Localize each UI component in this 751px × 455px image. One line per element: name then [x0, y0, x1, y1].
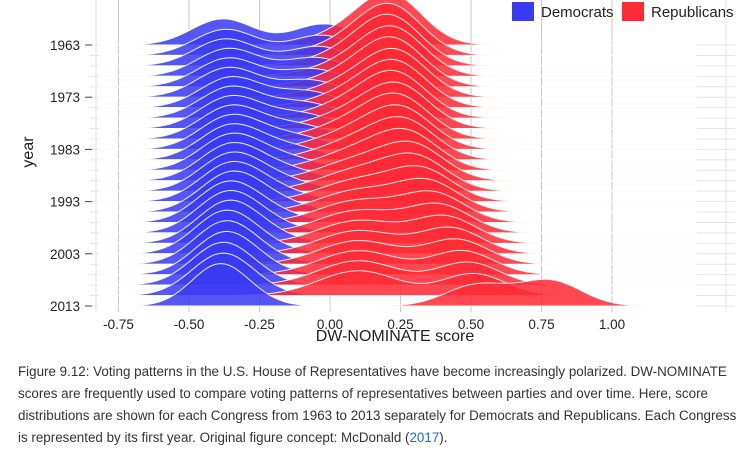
legend-swatch-democrats [512, 2, 534, 21]
x-tick-label: -0.25 [244, 317, 275, 332]
x-tick-label: 0.00 [317, 317, 343, 332]
caption-end: ). [439, 430, 448, 445]
y-tick-label: 2013 [50, 299, 80, 314]
figure-caption: Figure 9.12: Voting patterns in the U.S.… [18, 361, 740, 449]
x-tick-label: 0.50 [458, 317, 484, 332]
y-axis-ticks: 1963 1973 1983 1993 2003 2013 [50, 38, 92, 314]
y-tick-label: 2003 [50, 247, 80, 262]
legend-label-democrats: Democrats [541, 4, 614, 21]
y-tick-label: 1983 [50, 142, 80, 157]
x-tick-label: -0.50 [174, 317, 205, 332]
ridges [98, 0, 697, 307]
ridgeline-chart: -0.75 -0.50 -0.25 0.00 0.25 0.50 0.75 1.00 1963… [20, 0, 735, 345]
y-tick-label: 1973 [50, 90, 80, 105]
x-tick-label: 0.75 [528, 317, 554, 332]
caption-reference-link[interactable]: 2017 [409, 430, 440, 445]
x-axis-ticks: -0.75 -0.50 -0.25 0.00 0.25 0.50 0.75 1.00 [103, 317, 625, 332]
x-tick-label: 0.25 [387, 317, 413, 332]
x-tick-label: 1.00 [599, 317, 625, 332]
ridge-republicans-2013 [98, 278, 697, 307]
legend-swatch-republicans [622, 2, 644, 21]
legend: Democrats Republicans [512, 2, 734, 21]
ridge-2013 [98, 263, 697, 307]
y-tick-label: 1993 [50, 195, 80, 210]
x-axis-title: DW-NOMINATE score [316, 328, 475, 345]
y-tick-label: 1963 [50, 38, 80, 53]
x-tick-label: -0.75 [103, 317, 134, 332]
caption-text: Figure 9.12: Voting patterns in the U.S.… [18, 364, 737, 445]
y-axis-title: year [20, 136, 37, 168]
legend-label-republicans: Republicans [651, 4, 734, 21]
